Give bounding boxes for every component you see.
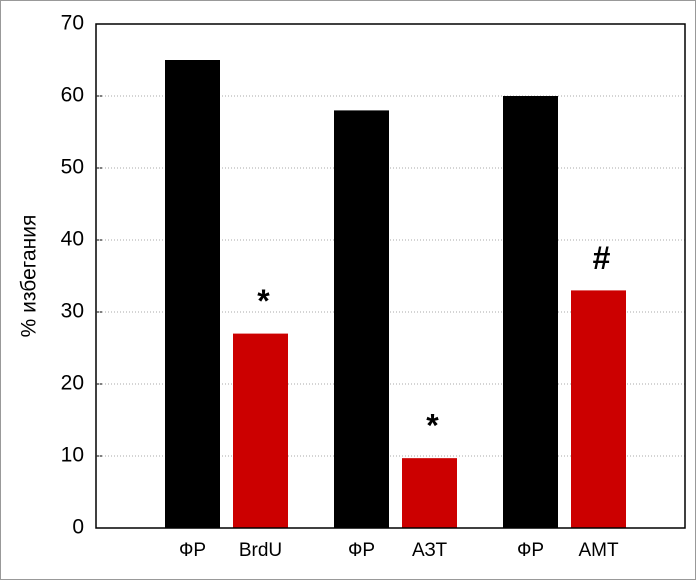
- bar: [402, 458, 457, 528]
- annotation: *: [257, 283, 270, 319]
- y-tick-label: 40: [61, 228, 84, 251]
- y-tick-label: 60: [61, 84, 84, 107]
- y-tick-label: 0: [72, 516, 84, 539]
- x-tick-label: АЗТ: [412, 540, 448, 561]
- y-tick-label: 70: [61, 12, 84, 35]
- annotation: #: [593, 240, 611, 276]
- x-tick-label: ФР: [348, 540, 375, 561]
- y-tick-label: 30: [61, 300, 84, 323]
- x-tick-label: ФР: [179, 540, 206, 561]
- y-tick-label: 50: [61, 156, 84, 179]
- bar: [503, 96, 558, 528]
- bar: [165, 60, 220, 528]
- bar: [571, 290, 626, 528]
- x-tick-label: BrdU: [239, 540, 282, 561]
- y-tick-label: 10: [61, 444, 84, 467]
- bar: [334, 110, 389, 529]
- x-tick-label: ФР: [517, 540, 544, 561]
- x-tick-label: АМТ: [578, 540, 619, 561]
- annotation: *: [426, 408, 439, 444]
- y-axis-label: % избегания: [18, 215, 41, 338]
- bar: [233, 333, 288, 528]
- plot-frame: [95, 23, 686, 529]
- y-tick-label: 20: [61, 372, 84, 395]
